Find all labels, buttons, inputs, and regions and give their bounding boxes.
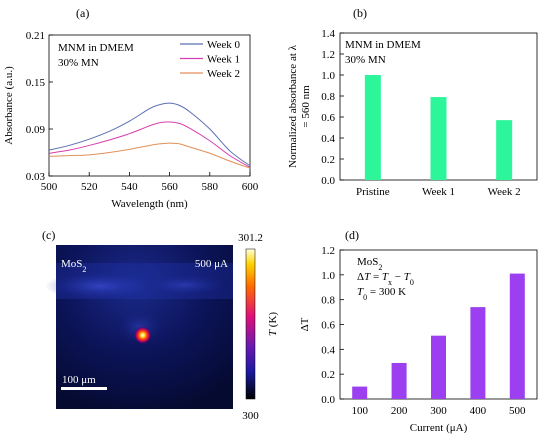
panel-d-xlabel: Current (μA): [410, 422, 468, 434]
panel-d-ylabel: ΔT: [299, 317, 311, 331]
panel-a-ylabel: Absorbance (a.u.): [3, 66, 15, 145]
x-tick-label: 400: [470, 405, 487, 417]
scale-bar-label: 100 μm: [62, 374, 96, 386]
x-tick-label: 580: [202, 181, 219, 193]
panel-a-xlabel: Wavelength (nm): [111, 198, 188, 210]
x-tick-label: 540: [121, 181, 138, 193]
y-tick-label: 1.2: [321, 49, 335, 61]
y-tick-label: 0.4: [321, 344, 335, 356]
thermal-sample-label: MoS2: [61, 258, 86, 274]
y-tick-label: 1.4: [321, 28, 335, 40]
y-tick-label: 0.21: [26, 30, 45, 42]
panel-label-b: (b): [353, 6, 367, 20]
thermal-haze: [145, 275, 225, 295]
scale-bar: [61, 387, 107, 390]
x-tick-label: 520: [81, 181, 98, 193]
panel-b-annotation-line-2: 30% MN: [345, 54, 386, 66]
legend-label: Week 2: [207, 68, 240, 80]
x-tick-label: 500: [41, 181, 58, 193]
thermal-current-label: 500 μA: [195, 258, 228, 270]
colorbar-title-unit: (K): [267, 312, 279, 330]
panel-d-bar-chart: 0.0 0.2 0.4 0.6 0.8 1.0 1.2 100 200 300 400 500 MoS…: [299, 245, 538, 434]
y-tick-label: 0.0: [321, 175, 335, 187]
bar: [391, 362, 407, 399]
y-tick-label: 0.6: [321, 320, 335, 332]
y-tick-label: 0.8: [321, 91, 335, 103]
legend-label: Week 0: [207, 39, 241, 51]
panel-a-line-chart: 500 520 540 560 580 600 0.03 0.09 0.15 0.21 MNM i…: [3, 30, 259, 210]
panel-d-axes: 0.0 0.2 0.4 0.6 0.8 1.0 1.2 100 200 300 400 500: [321, 245, 526, 417]
panel-b-ylabel-line-2: = 560 nm: [300, 85, 312, 128]
y-tick-label: 0.2: [321, 369, 335, 381]
colorbar-min-label: 300: [242, 410, 259, 422]
x-tick-label: 560: [161, 181, 178, 193]
x-tick-label: Week 2: [488, 186, 521, 198]
panel-a-plot-frame: [48, 34, 251, 177]
panel-a-annotation-line-2: 30% MN: [58, 57, 99, 69]
series-line-week-1: [48, 121, 251, 168]
bar: [364, 75, 381, 180]
x-tick-label: Week 1: [422, 186, 455, 198]
bar: [470, 307, 486, 399]
bar: [352, 386, 368, 399]
colorbar-title-var: T: [267, 329, 279, 336]
y-tick-label: 0.15: [26, 77, 46, 89]
legend-label: Week 1: [207, 54, 240, 66]
x-tick-label: 500: [509, 405, 526, 417]
bar: [431, 335, 446, 399]
y-tick-label: 1.2: [321, 245, 335, 257]
bar: [430, 97, 447, 180]
y-tick-label: 1.0: [321, 70, 335, 82]
y-tick-label: 0.09: [26, 124, 46, 136]
panel-b-ylabel-line-1: Normalized absorbance at λ: [287, 44, 299, 168]
panel-d-annotation-line-1: MoS2: [357, 256, 382, 272]
bar: [509, 273, 525, 399]
y-tick-label: 0.6: [321, 112, 335, 124]
x-tick-label: 600: [242, 181, 259, 193]
bar: [496, 120, 513, 180]
y-tick-label: 0.4: [321, 133, 335, 145]
panel-d-annotation-line-3: T0 = 300 K: [357, 286, 406, 302]
series-line-week-2: [48, 142, 251, 169]
panel-label-a: (a): [76, 6, 89, 20]
thermal-haze: [45, 272, 155, 300]
panel-c-thermal-image: MoS2 500 μA 100 μm 301.2 300 T (K): [45, 232, 279, 422]
y-tick-label: 0.8: [321, 295, 335, 307]
panel-a-axes: 500 520 540 560 580 600 0.03 0.09 0.15 0.21: [26, 30, 259, 193]
panel-d-bars: [352, 273, 525, 399]
panel-b-axes: 0.0 0.2 0.4 0.6 0.8 1.0 1.2 1.4 Pristine Week 1 We…: [321, 28, 520, 198]
panel-label-d: (d): [345, 228, 359, 242]
y-tick-label: 0.0: [321, 394, 335, 406]
y-tick-label: 1.0: [321, 270, 335, 282]
panel-a-series: [48, 102, 251, 169]
colorbar-max-label: 301.2: [238, 232, 263, 244]
y-tick-label: 0.2: [321, 154, 335, 166]
panel-a-annotation-line-1: MNM in DMEM: [58, 42, 134, 54]
panel-b-bar-chart: 0.0 0.2 0.4 0.6 0.8 1.0 1.2 1.4 Pristine Week 1 We…: [287, 28, 538, 198]
panel-label-c: (c): [42, 228, 55, 242]
panel-a-legend: Week 0 Week 1 Week 2: [180, 39, 241, 80]
panel-b-annotation-line-1: MNM in DMEM: [345, 39, 421, 51]
panel-d-annotation-line-2: ΔT = Tx − T0: [357, 271, 414, 287]
x-tick-label: 200: [391, 405, 408, 417]
colorbar-title: T (K): [267, 312, 279, 336]
series-line-week-0: [48, 102, 251, 167]
x-tick-label: 100: [351, 405, 368, 417]
y-tick-label: 0.03: [26, 171, 46, 183]
x-tick-label: Pristine: [356, 186, 390, 198]
thermal-hotspot: [133, 326, 152, 345]
panel-b-bars: [364, 75, 513, 180]
colorbar: [245, 248, 256, 400]
x-tick-label: 300: [430, 405, 447, 417]
